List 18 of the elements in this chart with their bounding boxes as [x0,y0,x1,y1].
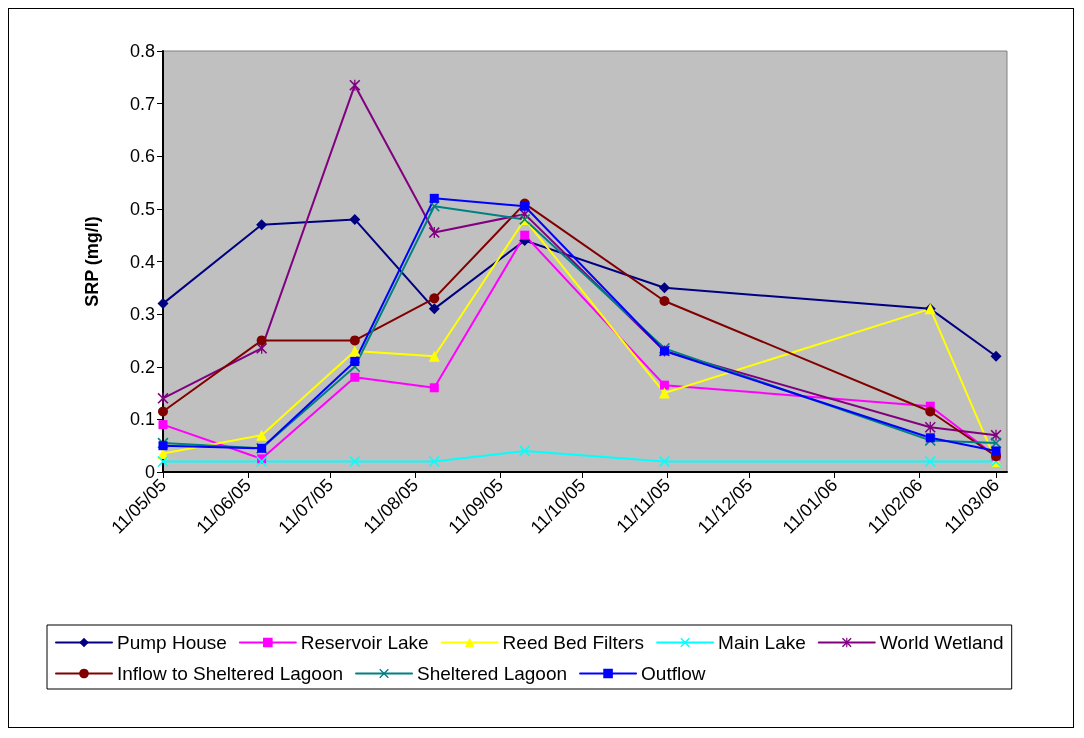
legend-label: Inflow to Sheltered Lagoon [117,663,344,684]
y-tick-label: 0.4 [129,251,155,272]
legend-label: Pump House [117,632,227,653]
legend-label: World Wetland [879,632,1004,653]
y-tick-label: 0.8 [129,41,155,61]
legend-label: Reed Bed Filters [502,632,645,653]
y-axis-title: SRP (mg/l) [82,216,102,307]
y-tick-label: 0.1 [129,409,155,430]
y-tick-label: 0.2 [129,356,155,377]
legend-label: Sheltered Lagoon [417,663,568,684]
y-tick-label: 0.6 [129,146,155,167]
y-tick-label: 0 [144,462,155,482]
y-tick-label: 0.5 [129,198,155,219]
legend-label: Outflow [641,663,706,684]
y-tick-label: 0.7 [129,93,155,114]
y-tick-label: 0.3 [129,304,155,325]
legend-label: Main Lake [718,632,806,653]
legend-label: Reservoir Lake [300,632,429,653]
